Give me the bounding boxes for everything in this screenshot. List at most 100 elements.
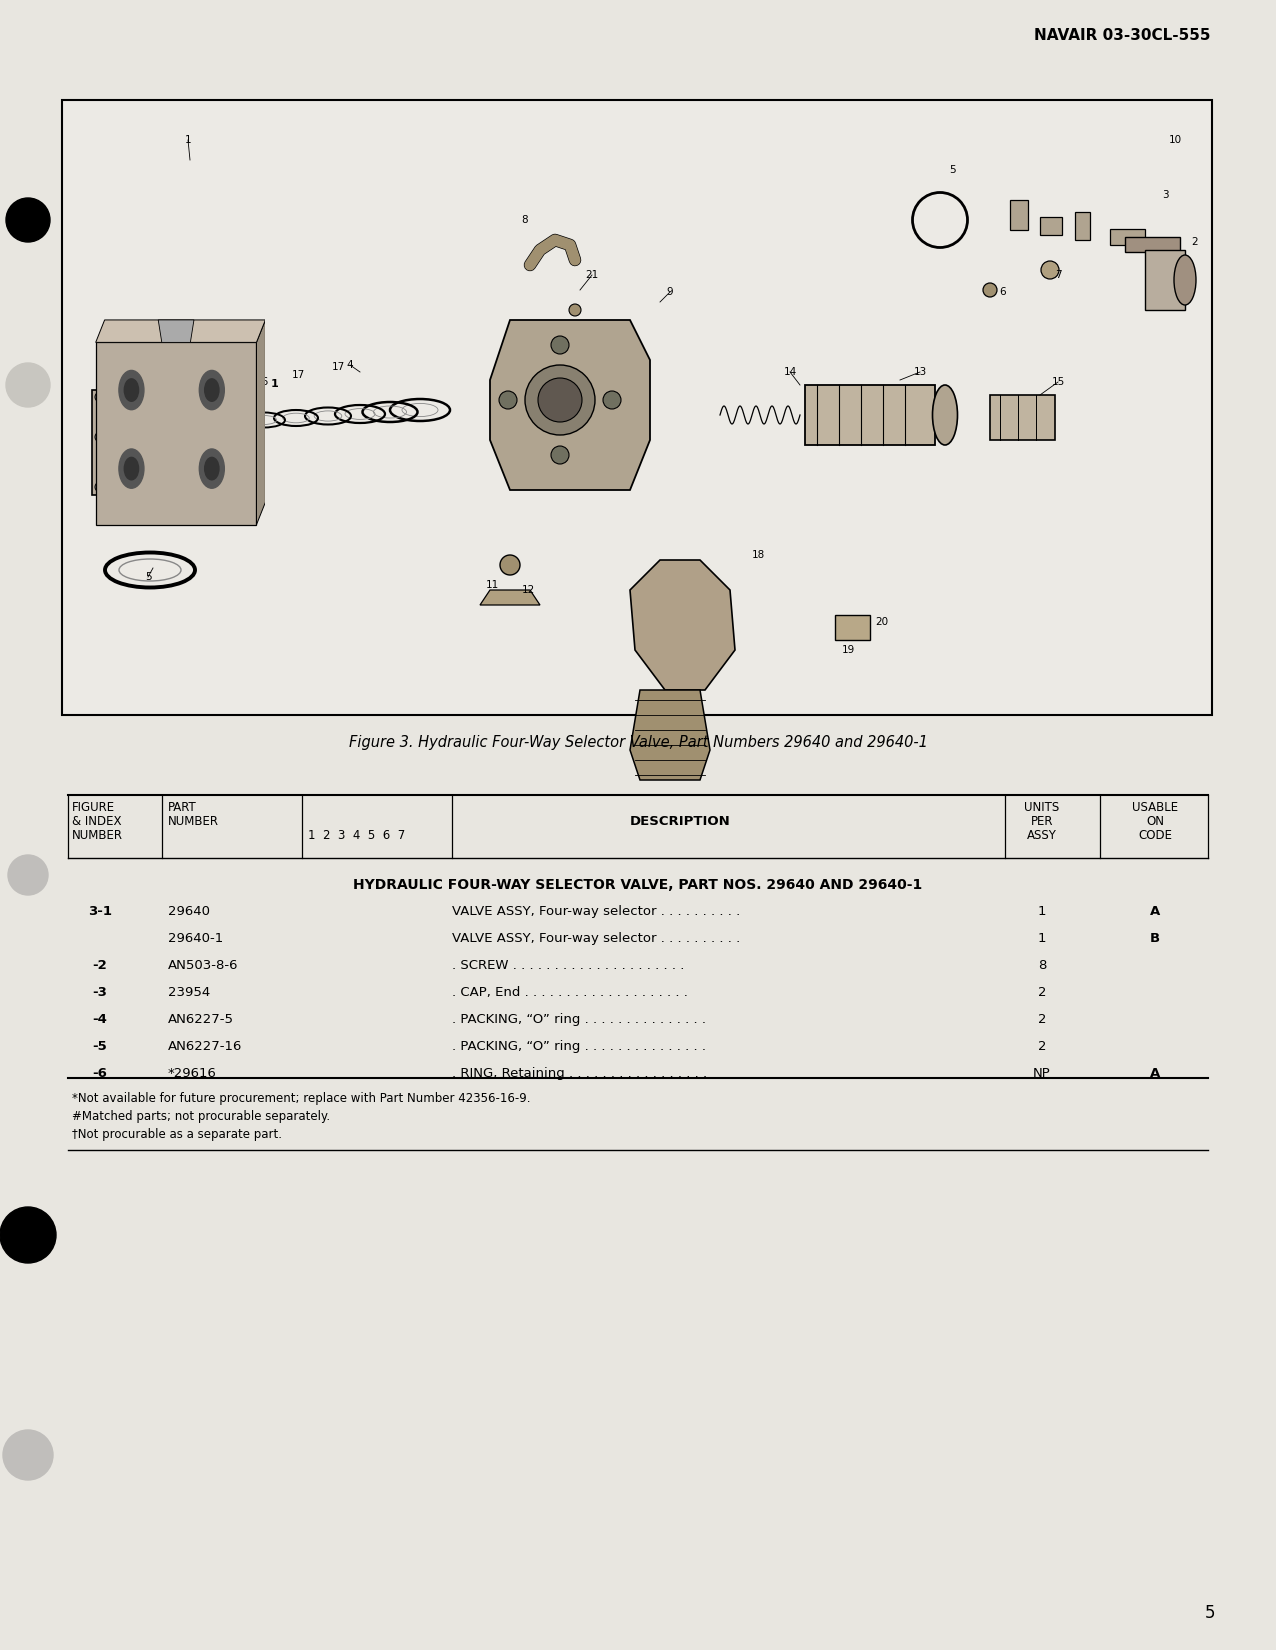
Circle shape (94, 393, 105, 403)
Text: DESCRIPTION: DESCRIPTION (629, 815, 730, 828)
Bar (1110, 229, 1145, 244)
Text: #Matched parts; not procurable separately.: #Matched parts; not procurable separatel… (71, 1110, 330, 1124)
Circle shape (6, 198, 50, 243)
Bar (63, 101, 1212, 714)
Text: 14: 14 (783, 366, 796, 376)
Circle shape (499, 391, 517, 409)
Text: UNITS: UNITS (1025, 800, 1059, 813)
Text: 20: 20 (875, 617, 888, 627)
Circle shape (140, 482, 151, 492)
Text: 2: 2 (1192, 238, 1198, 248)
Text: 3-1: 3-1 (88, 904, 112, 917)
Text: . RING, Retaining . . . . . . . . . . . . . . . . .: . RING, Retaining . . . . . . . . . . . … (452, 1068, 707, 1081)
Text: . PACKING, “O” ring . . . . . . . . . . . . . . .: . PACKING, “O” ring . . . . . . . . . . … (452, 1013, 706, 1026)
Circle shape (0, 1208, 56, 1262)
Circle shape (6, 363, 50, 408)
Ellipse shape (1174, 256, 1196, 305)
Text: 1: 1 (271, 380, 278, 389)
Text: 1: 1 (1037, 904, 1046, 917)
Text: AN6227-5: AN6227-5 (168, 1013, 234, 1026)
Text: VALVE ASSY, Four-way selector . . . . . . . . . .: VALVE ASSY, Four-way selector . . . . . … (452, 932, 740, 945)
Circle shape (119, 370, 144, 409)
Circle shape (524, 365, 595, 436)
Text: 11: 11 (485, 581, 499, 591)
Ellipse shape (1041, 261, 1059, 279)
Circle shape (94, 482, 105, 492)
Text: 7: 7 (1055, 271, 1062, 281)
Polygon shape (480, 591, 540, 606)
Text: NUMBER: NUMBER (168, 815, 219, 828)
Circle shape (500, 554, 521, 574)
Text: ASSY: ASSY (1027, 828, 1057, 842)
Text: -3: -3 (93, 987, 107, 998)
Text: 18: 18 (752, 549, 764, 559)
Polygon shape (630, 559, 735, 690)
Text: 5: 5 (144, 573, 152, 582)
Bar (92, 389, 152, 495)
Circle shape (119, 449, 144, 488)
Text: 2: 2 (105, 467, 111, 477)
Text: -6: -6 (93, 1068, 107, 1081)
Text: NP: NP (1034, 1068, 1051, 1081)
Bar (1145, 251, 1185, 310)
Text: *29616: *29616 (168, 1068, 217, 1081)
Text: B: B (1150, 932, 1160, 945)
Text: 15: 15 (1051, 376, 1064, 388)
Text: 10: 10 (1169, 135, 1182, 145)
Text: 17: 17 (291, 370, 305, 380)
Bar (1011, 200, 1028, 229)
Text: 2: 2 (1037, 1040, 1046, 1053)
Polygon shape (158, 320, 194, 343)
Text: -2: -2 (93, 959, 107, 972)
Circle shape (124, 380, 139, 401)
Circle shape (3, 1431, 54, 1480)
Ellipse shape (933, 384, 957, 446)
Polygon shape (630, 690, 709, 780)
Circle shape (551, 337, 569, 355)
Text: 29640-1: 29640-1 (168, 932, 223, 945)
Bar (805, 384, 935, 446)
Circle shape (8, 855, 48, 894)
Text: FIGURE: FIGURE (71, 800, 115, 813)
Polygon shape (490, 320, 649, 490)
Text: 17: 17 (332, 361, 345, 371)
Text: 13: 13 (914, 366, 926, 376)
Text: A: A (1150, 1068, 1160, 1081)
Text: CODE: CODE (1138, 828, 1171, 842)
Circle shape (94, 432, 105, 442)
Text: 23954: 23954 (168, 987, 211, 998)
Bar (1125, 238, 1180, 252)
Text: 3: 3 (1161, 190, 1169, 200)
Text: 4: 4 (347, 360, 353, 370)
Text: 5: 5 (948, 165, 956, 175)
Circle shape (538, 378, 582, 422)
Circle shape (124, 457, 139, 480)
Text: 16: 16 (255, 376, 269, 388)
Text: USABLE: USABLE (1132, 800, 1178, 813)
Text: 5: 5 (1205, 1604, 1215, 1622)
Bar (1074, 211, 1090, 239)
Ellipse shape (983, 284, 997, 297)
Text: -4: -4 (93, 1013, 107, 1026)
Circle shape (204, 457, 219, 480)
Text: . PACKING, “O” ring . . . . . . . . . . . . . . .: . PACKING, “O” ring . . . . . . . . . . … (452, 1040, 706, 1053)
Circle shape (199, 449, 225, 488)
Text: 1: 1 (1037, 932, 1046, 945)
Circle shape (569, 304, 581, 317)
Text: *Not available for future procurement; replace with Part Number 42356-16-9.: *Not available for future procurement; r… (71, 1092, 531, 1106)
Text: 8: 8 (1037, 959, 1046, 972)
Circle shape (551, 446, 569, 464)
Bar (990, 394, 1055, 441)
Text: 12: 12 (522, 586, 535, 596)
Text: . SCREW . . . . . . . . . . . . . . . . . . . . .: . SCREW . . . . . . . . . . . . . . . . … (452, 959, 684, 972)
Text: 1  2  3  4  5  6  7: 1 2 3 4 5 6 7 (308, 828, 406, 842)
Text: AN503-8-6: AN503-8-6 (168, 959, 239, 972)
Polygon shape (96, 320, 265, 343)
Polygon shape (96, 343, 256, 525)
Text: 1: 1 (185, 135, 191, 145)
Polygon shape (256, 320, 265, 525)
Text: NAVAIR 03-30CL-555: NAVAIR 03-30CL-555 (1034, 28, 1210, 43)
Text: 6: 6 (999, 287, 1007, 297)
Text: VALVE ASSY, Four-way selector . . . . . . . . . .: VALVE ASSY, Four-way selector . . . . . … (452, 904, 740, 917)
Text: 8: 8 (522, 214, 528, 224)
